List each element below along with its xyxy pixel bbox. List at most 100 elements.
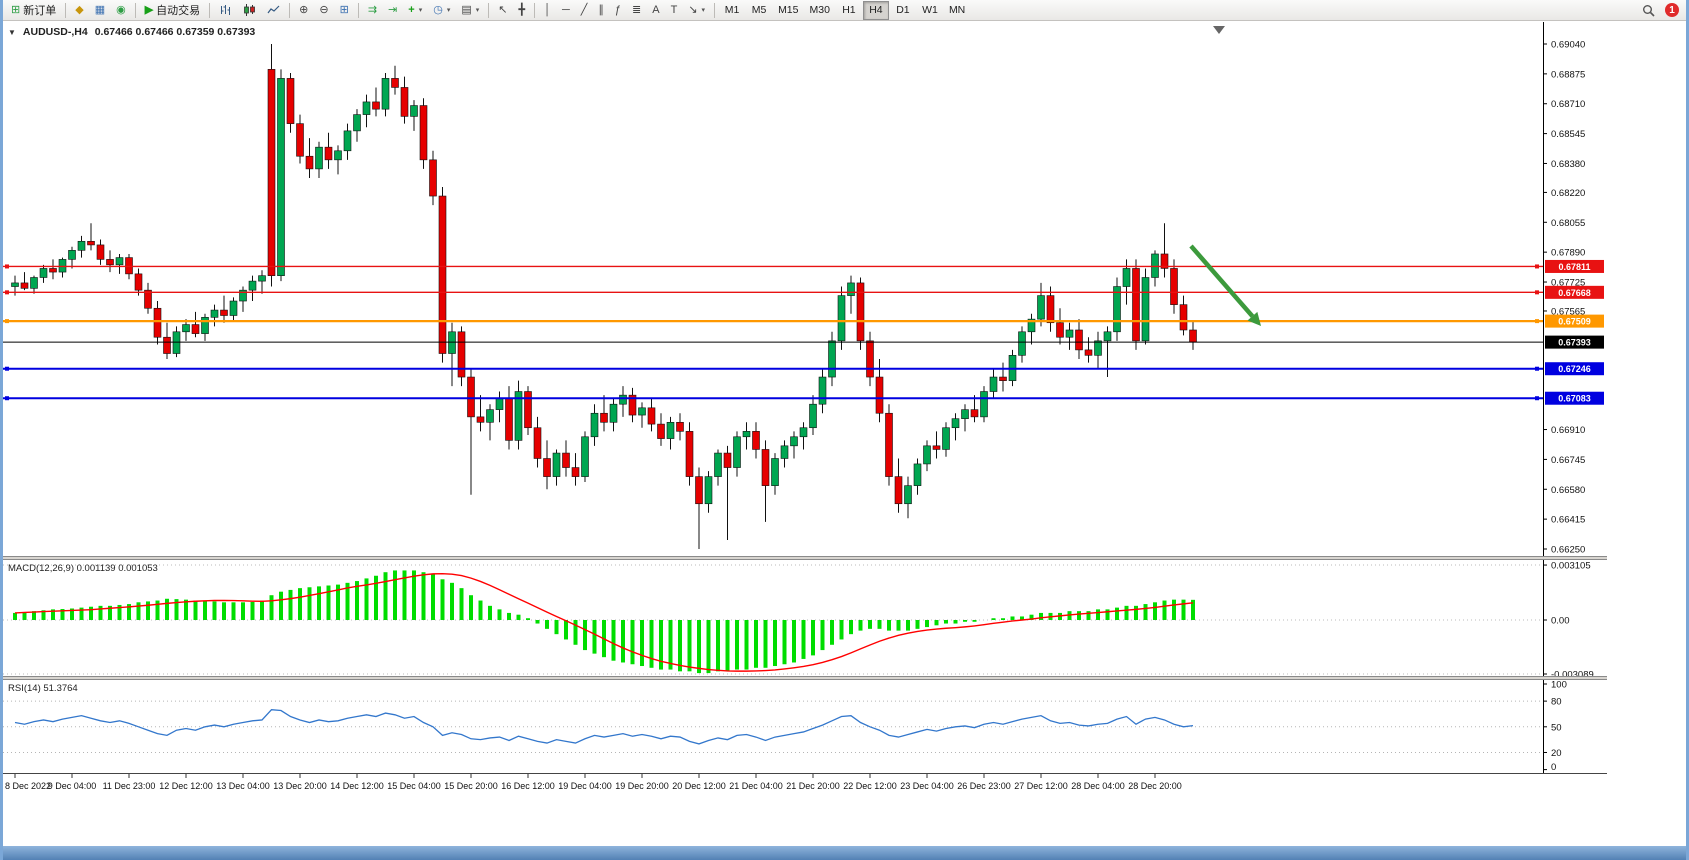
time-label: 23 Dec 04:00	[900, 781, 954, 791]
candle-up	[771, 453, 779, 495]
candle-up	[210, 304, 219, 327]
timeframe-m1-button[interactable]: M1	[719, 1, 745, 20]
line-handle[interactable]	[1535, 264, 1539, 269]
zoom-in-button[interactable]: ⊕	[294, 1, 313, 20]
vertical-line-button[interactable]: │	[539, 1, 556, 20]
candle-down	[191, 311, 200, 338]
time-label: 22 Dec 12:00	[843, 781, 897, 791]
candle-up	[942, 422, 950, 457]
chevron-down-icon: ▾	[475, 7, 480, 14]
chart-shift-marker-icon[interactable]	[1213, 26, 1225, 34]
chevron-down-icon: ▾	[418, 7, 423, 14]
candle-up	[239, 286, 247, 312]
navigator-button[interactable]: ◉	[111, 1, 131, 20]
periods-icon: ◷	[433, 3, 443, 16]
cursor-button[interactable]: ↖	[493, 1, 512, 20]
candle-down	[543, 440, 551, 490]
market-watch-button[interactable]: ▦	[90, 1, 110, 20]
profiles-button[interactable]: ◆	[70, 1, 88, 20]
zoom-out-button[interactable]: ⊖	[314, 1, 333, 20]
candle-down	[467, 367, 475, 495]
trend-arrow-head[interactable]	[1247, 311, 1261, 326]
rsi-canvas[interactable]: 100 80 50 20 0	[3, 680, 1607, 773]
chart-shift-icon: ⇥	[388, 3, 398, 16]
candle-up	[334, 145, 342, 175]
line-chart-button[interactable]	[262, 1, 285, 20]
candle-up	[581, 431, 589, 483]
candle-down	[1179, 295, 1188, 336]
tile-windows-button[interactable]: ⊞	[335, 1, 354, 20]
price-chart-canvas[interactable]: 0.69040 0.68875 0.68710 0.68545 0.68380 0.682…	[3, 22, 1607, 556]
text-label-button[interactable]: T	[666, 1, 683, 20]
panel-separator[interactable]	[3, 556, 1607, 560]
line-handle[interactable]	[1535, 319, 1539, 324]
candle-down	[1084, 337, 1093, 363]
line-handle[interactable]	[5, 396, 9, 401]
time-label: 26 Dec 23:00	[957, 781, 1011, 791]
chart-shift-button[interactable]: ⇥	[383, 1, 402, 20]
candle-down	[286, 72, 295, 133]
fibonacci-button[interactable]: ƒ	[610, 1, 626, 20]
timeframe-d1-button[interactable]: D1	[890, 1, 916, 20]
auto-scroll-button[interactable]: ⇉	[363, 1, 382, 20]
candle-down	[695, 467, 703, 549]
line-handle[interactable]	[5, 264, 9, 269]
candle-down	[96, 239, 105, 265]
timeframe-mn-button[interactable]: MN	[944, 1, 970, 20]
timeframe-m30-button[interactable]: M30	[805, 1, 835, 20]
candle-up	[619, 386, 627, 417]
notification-badge[interactable]: 1	[1665, 3, 1679, 17]
timeframe-w1-button[interactable]: W1	[917, 1, 943, 20]
panel-separator[interactable]	[3, 676, 1607, 680]
line-handle[interactable]	[1535, 290, 1539, 295]
line-handle[interactable]	[1535, 366, 1539, 371]
candle-up	[666, 416, 675, 450]
svg-text:0.68380: 0.68380	[1551, 159, 1585, 170]
candle-down	[400, 76, 409, 124]
candle-down	[1075, 319, 1083, 359]
auto-trading-button[interactable]: ▶ 自动交易	[140, 1, 205, 20]
timeframe-m5-button[interactable]: M5	[746, 1, 772, 20]
candle-down	[999, 362, 1007, 392]
candle-down	[1160, 223, 1169, 278]
candle-up	[1151, 250, 1159, 287]
line-handle[interactable]	[5, 366, 9, 371]
text-tool-button[interactable]: A	[647, 1, 664, 20]
new-order-button[interactable]: ⊞ 新订单	[6, 1, 61, 20]
indicators-button[interactable]: + ▾	[403, 1, 427, 20]
line-handle[interactable]	[1535, 396, 1539, 401]
trendline-button[interactable]: ╱	[576, 1, 593, 20]
search-button[interactable]	[1637, 1, 1660, 20]
svg-text:0.66250: 0.66250	[1551, 545, 1585, 556]
time-label: 15 Dec 20:00	[444, 781, 498, 791]
candle-up	[486, 404, 494, 441]
timeframe-m15-button[interactable]: M15	[773, 1, 803, 20]
crosshair-button[interactable]: ╋	[513, 1, 530, 20]
price-tag-0.67246	[1545, 362, 1604, 376]
timeframe-group: M1 M5 M15 M30 H1 H4 D1 W1 MN	[719, 0, 970, 20]
horizontal-line-button[interactable]: ─	[557, 1, 575, 20]
bar-chart-button[interactable]	[214, 1, 237, 20]
trend-arrow[interactable]	[1189, 244, 1255, 318]
candlestick-chart-button[interactable]	[238, 1, 261, 20]
macd-canvas[interactable]: 0.003105 0.00 -0.003089	[3, 560, 1607, 676]
candle-up	[115, 253, 124, 274]
periods-button[interactable]: ◷ ▾	[428, 1, 455, 20]
templates-button[interactable]: ▤ ▾	[456, 1, 484, 20]
arrows-tool-button[interactable]: ↘ ▾	[683, 1, 710, 20]
line-handle[interactable]	[5, 319, 9, 324]
timeframe-h4-button[interactable]: H4	[862, 0, 889, 20]
rsi-line	[14, 709, 1194, 745]
line-handle[interactable]	[5, 290, 9, 295]
time-axis[interactable]: 8 Dec 2022 9 Dec 04:00 11 Dec 23:00 12 Dec …	[3, 773, 1607, 799]
candle-down	[144, 282, 152, 314]
svg-text:0.66910: 0.66910	[1551, 425, 1585, 436]
timeframe-h1-button[interactable]: H1	[836, 1, 862, 20]
cycle-lines-button[interactable]: ≣	[627, 1, 646, 20]
channel-button[interactable]: ∥	[593, 1, 609, 20]
templates-icon: ▤	[461, 3, 472, 16]
navigator-icon: ◉	[116, 3, 126, 16]
fibonacci-icon: ƒ	[614, 3, 622, 16]
candle-up	[638, 402, 646, 428]
